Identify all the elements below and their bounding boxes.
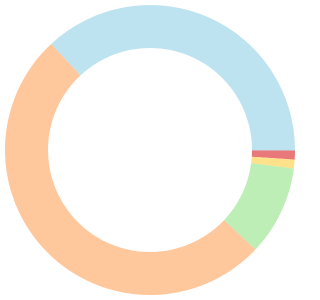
donut-slice xyxy=(5,43,256,295)
donut-slice xyxy=(224,163,294,250)
page: (() => { const data = JSON.parse(documen… xyxy=(5,5,296,295)
donut-slice xyxy=(51,5,296,151)
chart xyxy=(5,5,296,295)
donut-slice xyxy=(251,156,295,169)
donut-slice xyxy=(251,150,295,160)
